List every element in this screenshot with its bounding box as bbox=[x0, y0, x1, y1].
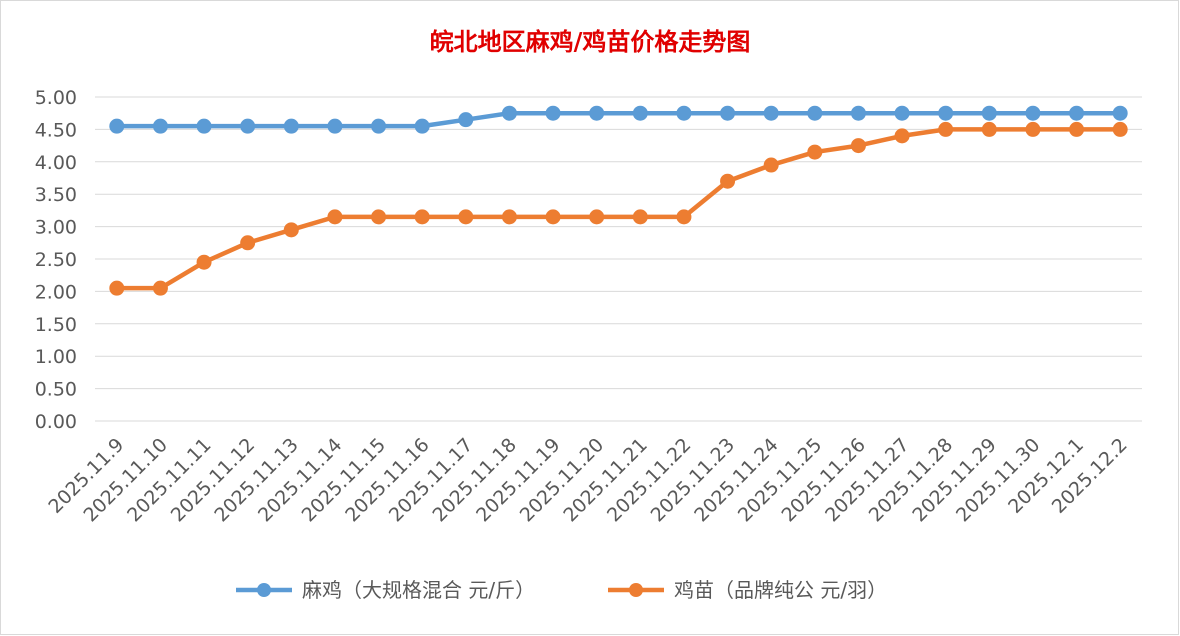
legend-swatch-marker bbox=[629, 583, 643, 597]
x-axis: 2025.11.92025.11.102025.11.112025.11.122… bbox=[44, 434, 1131, 526]
data-point bbox=[589, 209, 605, 225]
data-point bbox=[327, 209, 343, 225]
data-point bbox=[371, 118, 387, 134]
data-point bbox=[894, 105, 910, 121]
y-tick-label: 3.50 bbox=[35, 184, 77, 206]
data-point bbox=[850, 138, 866, 154]
y-tick-label: 2.00 bbox=[35, 281, 77, 303]
data-point bbox=[1025, 121, 1041, 137]
legend: 麻鸡（大规格混合 元/斤） 鸡苗（品牌纯公 元/羽） bbox=[236, 578, 887, 602]
y-tick-label: 3.00 bbox=[35, 217, 77, 239]
legend-swatch-marker bbox=[257, 583, 271, 597]
data-point bbox=[1112, 105, 1128, 121]
y-tick-label: 4.00 bbox=[35, 152, 77, 174]
data-point bbox=[458, 112, 474, 128]
data-point bbox=[981, 121, 997, 137]
y-tick-label: 4.50 bbox=[35, 119, 77, 141]
data-point bbox=[720, 105, 736, 121]
data-point bbox=[807, 144, 823, 160]
series-line bbox=[114, 127, 1123, 291]
data-point bbox=[414, 118, 430, 134]
gridlines bbox=[95, 96, 1142, 422]
data-point bbox=[1112, 121, 1128, 137]
data-point bbox=[458, 209, 474, 225]
data-point bbox=[545, 209, 561, 225]
series-group bbox=[109, 105, 1128, 296]
y-tick-label: 0.50 bbox=[35, 379, 77, 401]
data-point bbox=[1069, 105, 1085, 121]
y-tick-label: 1.50 bbox=[35, 314, 77, 336]
data-point bbox=[327, 118, 343, 134]
data-point bbox=[720, 173, 736, 189]
data-point bbox=[676, 209, 692, 225]
data-point bbox=[545, 105, 561, 121]
y-tick-label: 1.00 bbox=[35, 346, 77, 368]
data-point bbox=[589, 105, 605, 121]
series-line bbox=[114, 110, 1123, 129]
data-point bbox=[981, 105, 997, 121]
data-point bbox=[501, 209, 517, 225]
data-point bbox=[196, 254, 212, 270]
data-point bbox=[283, 118, 299, 134]
data-point bbox=[632, 105, 648, 121]
data-point bbox=[501, 105, 517, 121]
data-point bbox=[1025, 105, 1041, 121]
data-point bbox=[632, 209, 648, 225]
data-point bbox=[676, 105, 692, 121]
y-tick-label: 0.00 bbox=[35, 411, 77, 433]
data-point bbox=[196, 118, 212, 134]
data-point bbox=[240, 235, 256, 251]
data-point bbox=[240, 118, 256, 134]
data-point bbox=[1069, 121, 1085, 137]
data-point bbox=[763, 105, 779, 121]
data-point bbox=[938, 121, 954, 137]
data-point bbox=[152, 118, 168, 134]
data-point bbox=[414, 209, 430, 225]
y-tick-label: 2.50 bbox=[35, 249, 77, 271]
data-point bbox=[807, 105, 823, 121]
data-point bbox=[371, 209, 387, 225]
data-point bbox=[283, 222, 299, 238]
chart-title: 皖北地区麻鸡/鸡苗价格走势图 bbox=[429, 27, 751, 56]
data-point bbox=[152, 280, 168, 296]
y-tick-label: 5.00 bbox=[35, 87, 77, 109]
data-point bbox=[109, 280, 125, 296]
data-point bbox=[109, 118, 125, 134]
data-point bbox=[763, 157, 779, 173]
data-point bbox=[938, 105, 954, 121]
y-axis: 0.00 0.50 1.00 1.50 2.00 2.50 3.00 3.50 4.00 4.50… bbox=[35, 87, 77, 433]
legend-label: 鸡苗（品牌纯公 元/羽） bbox=[674, 578, 887, 602]
data-point bbox=[894, 128, 910, 144]
legend-label: 麻鸡（大规格混合 元/斤） bbox=[302, 578, 535, 602]
data-point bbox=[850, 105, 866, 121]
